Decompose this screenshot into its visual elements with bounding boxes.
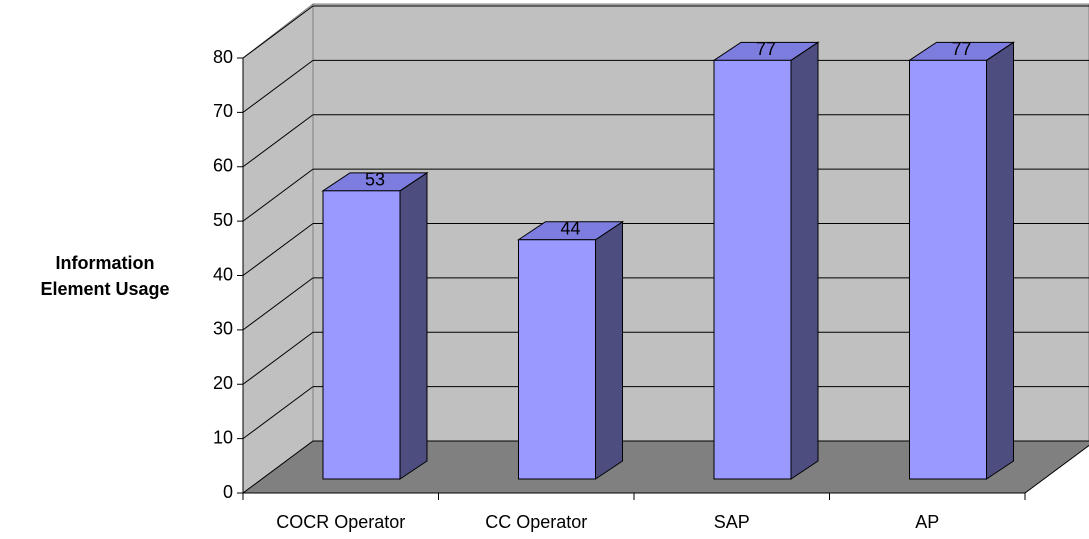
y-axis-title: Information Element Usage bbox=[40, 253, 170, 299]
grid-line bbox=[242, 223, 314, 276]
bar bbox=[909, 59, 987, 480]
value-label: 53 bbox=[365, 170, 385, 190]
value-label: 44 bbox=[560, 219, 580, 239]
bar bbox=[518, 239, 596, 480]
bar-side bbox=[399, 171, 428, 480]
y-tick-label: 70 bbox=[213, 101, 233, 121]
x-tick-label: AP bbox=[915, 512, 939, 532]
side-wall bbox=[242, 2, 314, 494]
y-tick-label: 80 bbox=[213, 47, 233, 67]
grid-line bbox=[242, 59, 314, 113]
value-label: 77 bbox=[951, 39, 971, 59]
bar-side bbox=[595, 220, 623, 480]
value-label: 77 bbox=[756, 39, 776, 59]
y-tick-label: 10 bbox=[213, 427, 233, 447]
y-tick-label: 20 bbox=[213, 373, 233, 393]
grid-line bbox=[242, 5, 314, 59]
bar bbox=[713, 59, 792, 480]
x-tick-label: CC Operator bbox=[485, 512, 587, 532]
bar bbox=[322, 190, 401, 480]
y-tick-label: 60 bbox=[213, 156, 233, 176]
grid-line bbox=[242, 114, 314, 168]
y-tick-label: 30 bbox=[213, 319, 233, 339]
x-tick-label: SAP bbox=[714, 512, 750, 532]
grid-line bbox=[242, 331, 314, 385]
grid-line bbox=[242, 386, 314, 440]
y-tick-label: 50 bbox=[213, 210, 233, 230]
y-tick-label: 0 bbox=[223, 482, 233, 502]
grid-line bbox=[242, 277, 314, 331]
x-tick-label: COCR Operator bbox=[276, 512, 405, 532]
bar-side bbox=[790, 41, 819, 480]
grid-line bbox=[242, 168, 314, 222]
y-tick-label: 40 bbox=[213, 264, 233, 284]
bar-side bbox=[986, 41, 1014, 480]
